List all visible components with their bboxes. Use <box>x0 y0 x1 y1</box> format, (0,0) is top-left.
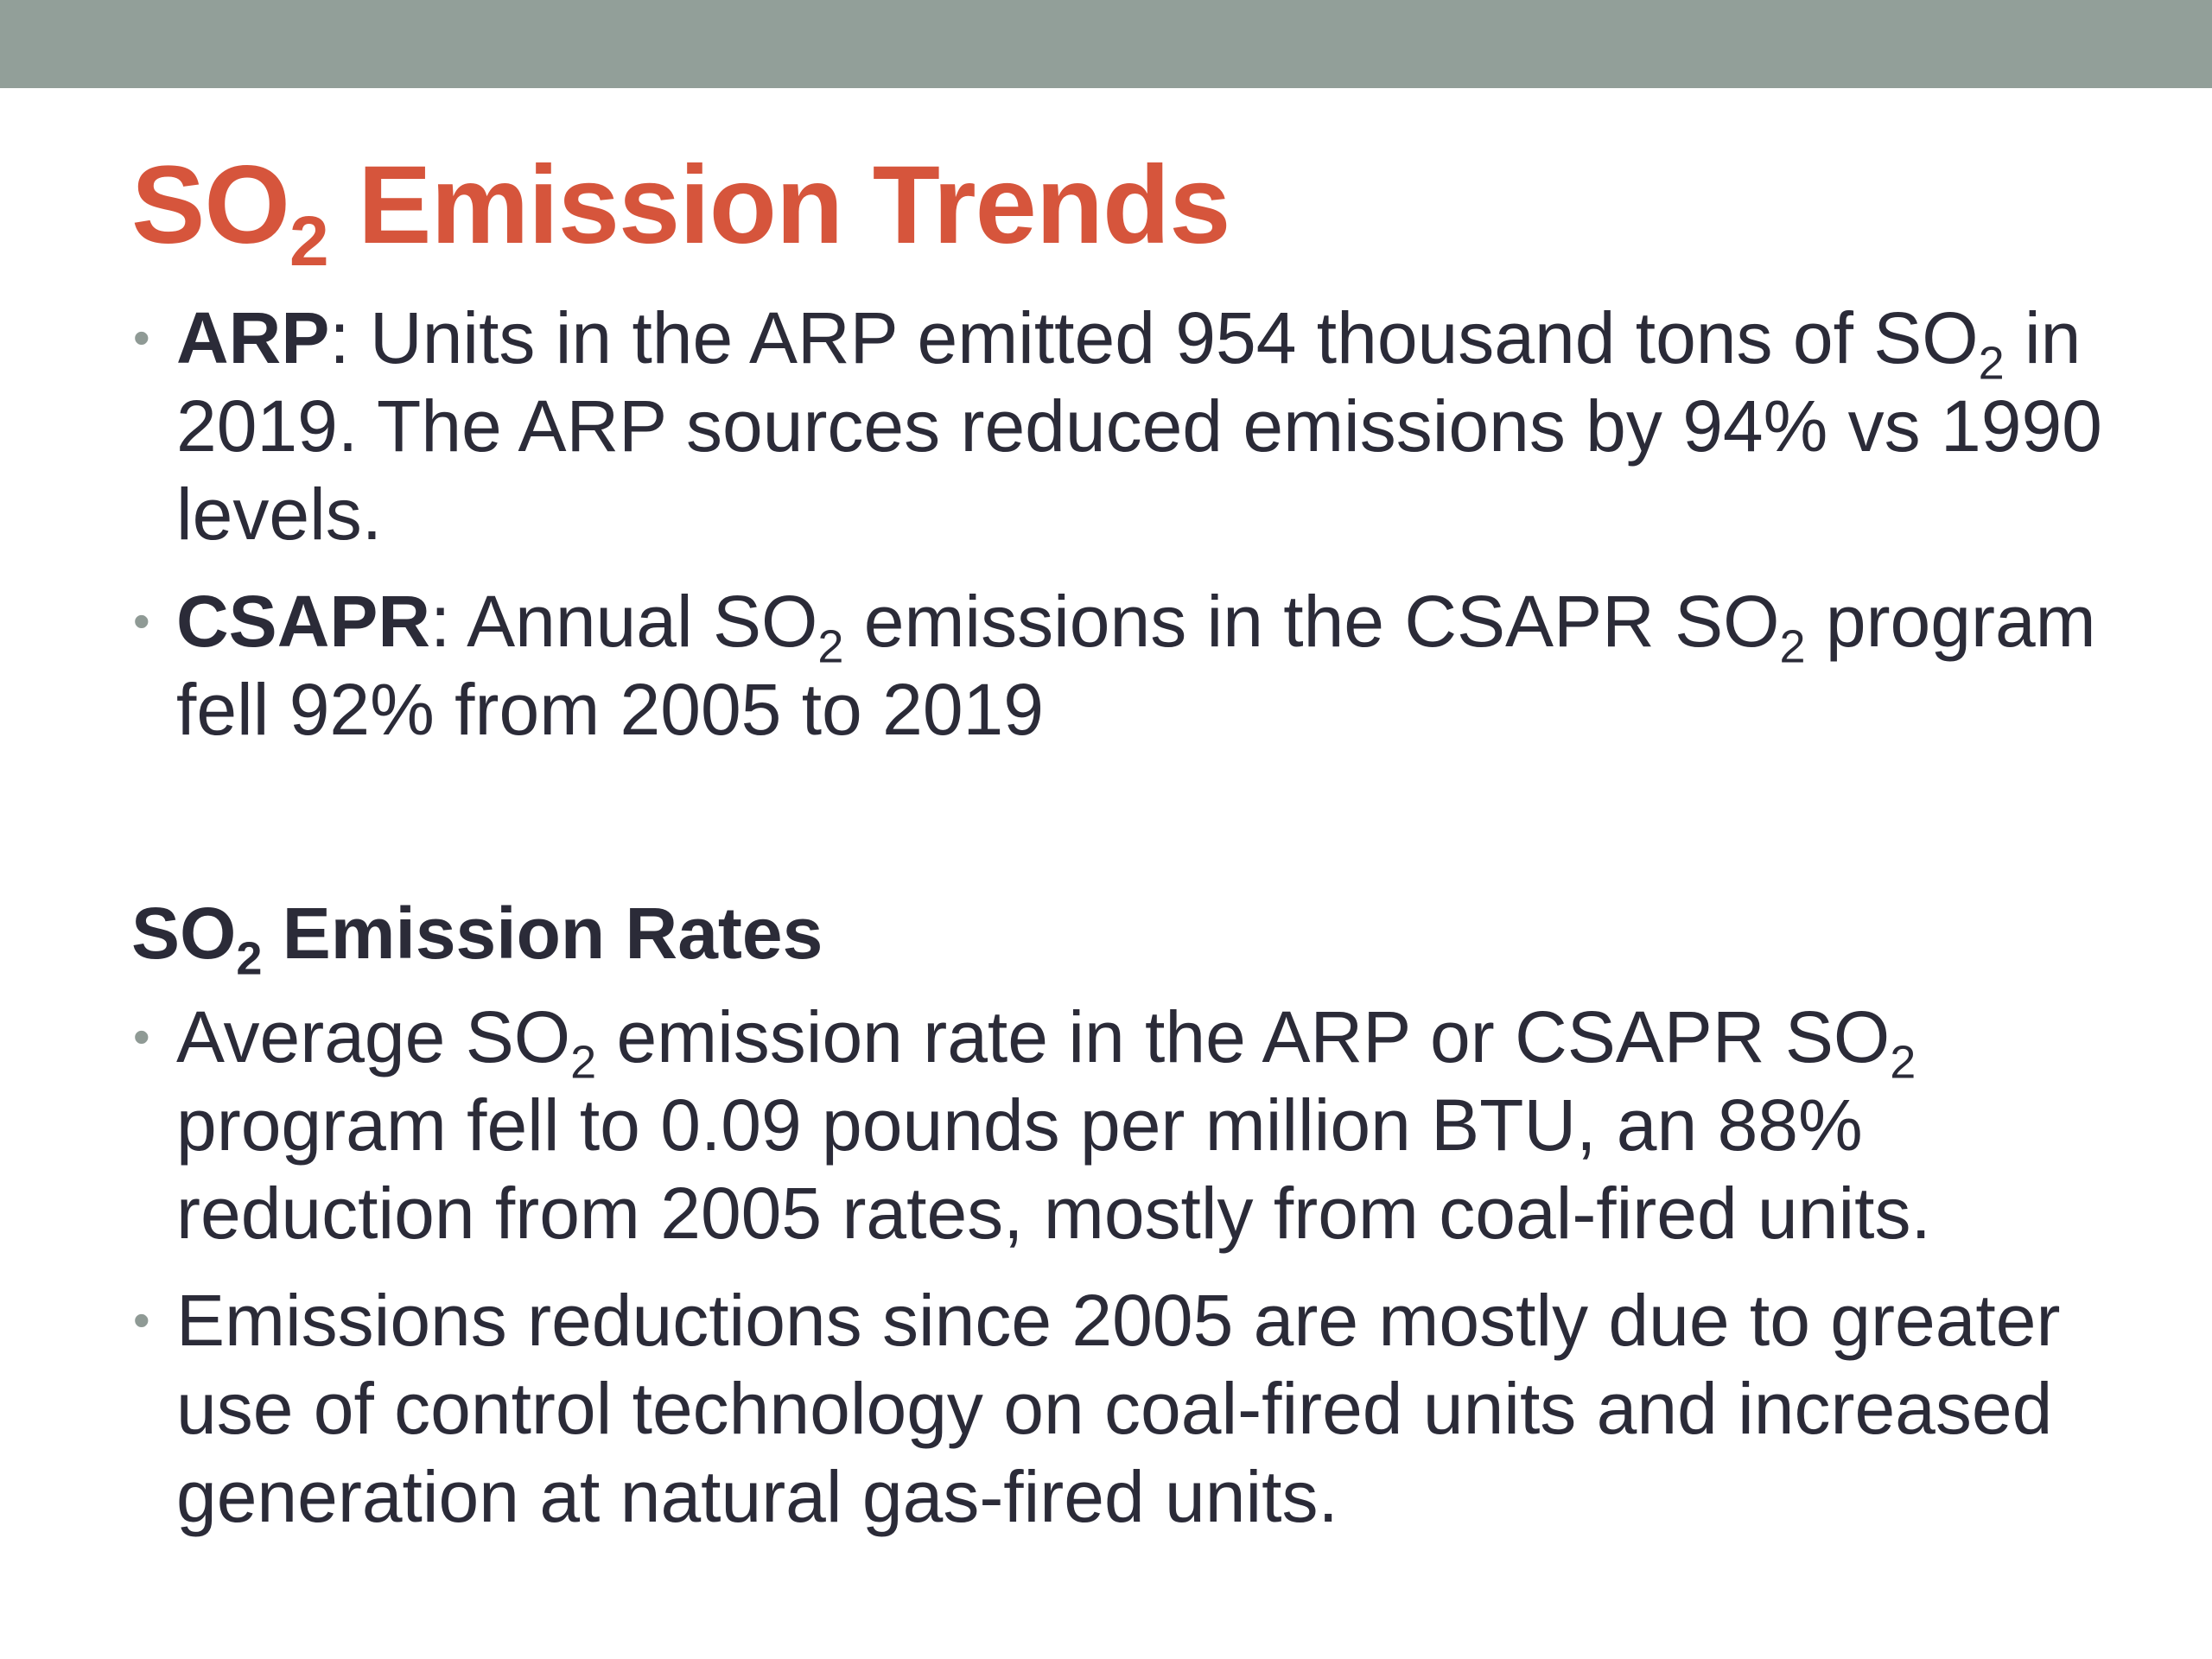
arp-bullet: • ARP: Units in the ARP emitted 954 thou… <box>131 294 2136 558</box>
heading-suffix: Emission Rates <box>262 893 823 974</box>
rate-text-part: emission rate in the ARP or CSAPR SO <box>596 996 1891 1077</box>
heading-prefix: SO <box>131 893 237 974</box>
subscript: 2 <box>570 1036 597 1089</box>
reductions-bullet: • Emissions reductions since 2005 are mo… <box>131 1276 2136 1541</box>
csapr-bullet: • CSAPR: Annual SO2 emissions in the CSA… <box>131 577 2136 753</box>
csapr-bullet-text: CSAPR: Annual SO2 emissions in the CSAPR… <box>176 577 2136 753</box>
reductions-text-part: Emissions reductions since 2005 are most… <box>176 1280 2061 1537</box>
rates-bullet-list: • Average SO2 emission rate in the ARP o… <box>131 993 2136 1541</box>
average-rate-bullet: • Average SO2 emission rate in the ARP o… <box>131 993 2136 1257</box>
emission-rates-section: SO2 Emission Rates • Average SO2 emissio… <box>131 886 2136 1560</box>
subscript: 2 <box>1978 337 2005 390</box>
emission-trends-section: • ARP: Units in the ARP emitted 954 thou… <box>131 294 2136 772</box>
bullet-dot-icon: • <box>133 1293 150 1347</box>
csapr-text-part: program fell 92% from 2005 to 2019 <box>176 581 2096 750</box>
title-subscript: 2 <box>289 202 329 282</box>
arp-bullet-text: ARP: Units in the ARP emitted 954 thousa… <box>176 294 2136 558</box>
slide-title: SO2 Emission Trends <box>131 143 1230 277</box>
title-prefix: SO <box>131 143 290 267</box>
emission-rates-heading: SO2 Emission Rates <box>131 886 2136 985</box>
top-band <box>0 0 2212 88</box>
subscript: 2 <box>817 620 844 673</box>
trends-bullet-list: • ARP: Units in the ARP emitted 954 thou… <box>131 294 2136 753</box>
heading-subscript: 2 <box>236 932 263 985</box>
subscript: 2 <box>1779 620 1806 673</box>
csapr-label: CSAPR <box>176 581 431 662</box>
arp-label: ARP <box>176 297 330 378</box>
bullet-dot-icon: • <box>133 310 150 365</box>
rate-text-part: Average SO <box>176 996 571 1077</box>
bullet-dot-icon: • <box>133 1009 150 1064</box>
title-suffix: Emission Trends <box>327 143 1230 267</box>
reductions-text: Emissions reductions since 2005 are most… <box>176 1276 2136 1541</box>
average-rate-text: Average SO2 emission rate in the ARP or … <box>176 993 2136 1257</box>
csapr-text-part: : Annual SO <box>430 581 818 662</box>
arp-text-part: : Units in the ARP emitted 954 thousand … <box>329 297 1979 378</box>
subscript: 2 <box>1890 1036 1916 1089</box>
bullet-dot-icon: • <box>133 594 150 648</box>
rate-text-part: program fell to 0.09 pounds per million … <box>176 1084 1931 1254</box>
csapr-text-part: emissions in the CSAPR SO <box>843 581 1780 662</box>
arp-text-part: in 2019. The ARP sources reduced emissio… <box>176 297 2102 555</box>
